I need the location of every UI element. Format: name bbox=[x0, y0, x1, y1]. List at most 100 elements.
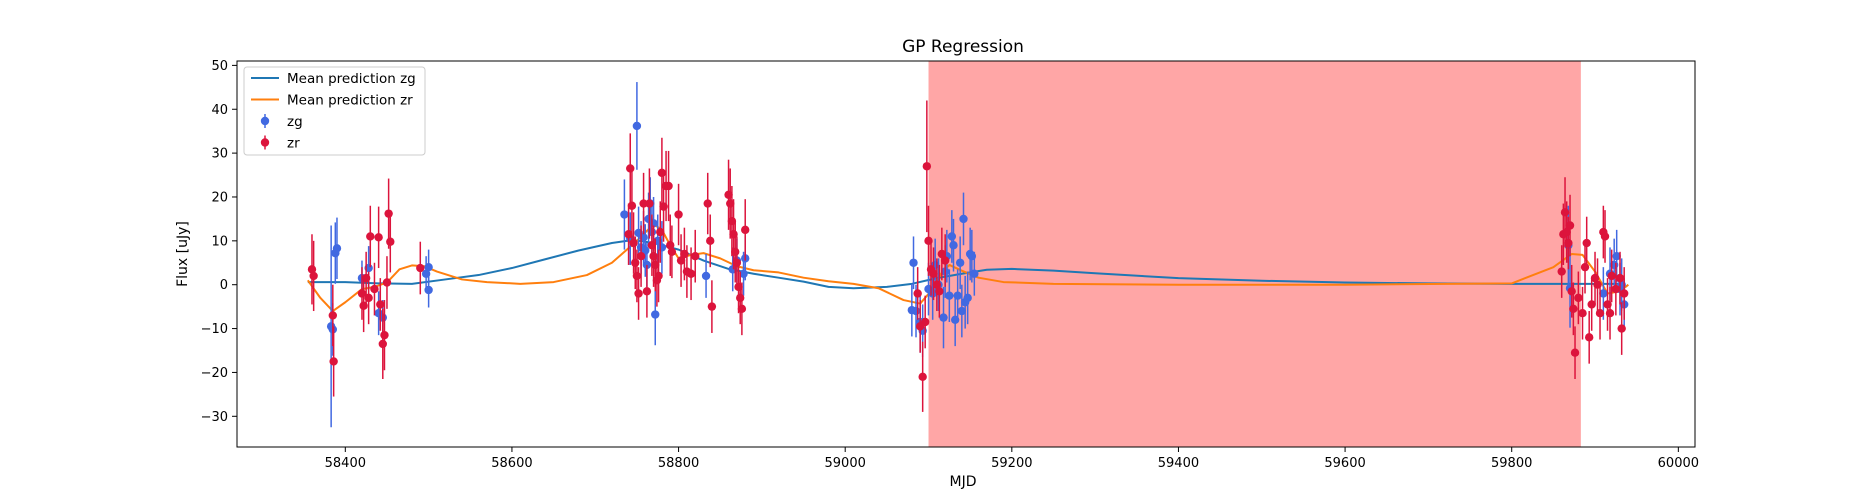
y-tick-label: 30 bbox=[211, 147, 228, 162]
y-tick-label: 50 bbox=[211, 59, 228, 74]
chart-title: GP Regression bbox=[902, 37, 1024, 57]
data-point bbox=[1605, 309, 1615, 318]
shaded-region bbox=[928, 61, 1581, 447]
data-point bbox=[664, 181, 673, 191]
x-tick-label: 59200 bbox=[991, 456, 1032, 471]
data-point bbox=[654, 271, 663, 281]
data-point bbox=[909, 258, 918, 267]
data-point bbox=[309, 271, 318, 281]
data-point bbox=[657, 168, 667, 178]
legend-label: Mean prediction zr bbox=[287, 93, 413, 109]
data-point bbox=[957, 306, 967, 316]
data-point bbox=[732, 258, 742, 267]
x-axis-label: MJD bbox=[950, 474, 977, 490]
data-point bbox=[734, 282, 743, 292]
data-point bbox=[920, 317, 930, 327]
data-point bbox=[1557, 267, 1566, 276]
data-point bbox=[651, 260, 660, 270]
data-point bbox=[631, 258, 640, 267]
data-point bbox=[642, 260, 652, 270]
data-point bbox=[918, 372, 927, 382]
y-tick-label: 0 bbox=[220, 278, 228, 293]
x-tick-label: 59800 bbox=[1491, 456, 1532, 471]
data-point bbox=[1595, 309, 1605, 318]
data-point bbox=[1599, 289, 1608, 298]
data-point bbox=[666, 241, 675, 250]
y-tick-label: −10 bbox=[201, 322, 228, 337]
data-point bbox=[416, 263, 425, 273]
data-point bbox=[1611, 284, 1621, 294]
x-tick-label: 58600 bbox=[491, 456, 532, 471]
data-point bbox=[632, 121, 642, 131]
data-point bbox=[634, 289, 643, 298]
data-point bbox=[1612, 251, 1621, 261]
data-point bbox=[935, 287, 944, 296]
series-line bbox=[307, 238, 1625, 290]
data-point bbox=[676, 256, 686, 265]
data-point bbox=[382, 278, 392, 287]
data-point bbox=[667, 247, 677, 257]
data-point bbox=[376, 300, 385, 309]
data-point bbox=[724, 190, 733, 199]
data-point bbox=[1578, 309, 1587, 318]
data-point bbox=[726, 199, 735, 208]
data-point bbox=[741, 225, 750, 235]
data-point bbox=[626, 164, 635, 173]
data-point bbox=[370, 284, 379, 294]
x-tick-label: 58800 bbox=[658, 456, 699, 471]
data-point bbox=[924, 236, 933, 246]
data-point bbox=[947, 232, 957, 241]
legend: Mean prediction zg Mean prediction zr zg zr bbox=[243, 66, 426, 156]
data-point bbox=[1590, 273, 1600, 283]
y-tick-label: 20 bbox=[211, 190, 228, 205]
data-point bbox=[627, 201, 637, 210]
axes: 58400 58600 58800 59000 59200 59400 59600 59800… bbox=[201, 59, 1699, 471]
data-point bbox=[656, 227, 665, 237]
data-point bbox=[736, 293, 745, 303]
legend-marker-swatch bbox=[260, 138, 270, 147]
data-point bbox=[1574, 293, 1583, 303]
data-point bbox=[950, 315, 960, 324]
data-point bbox=[645, 199, 654, 208]
plot-area bbox=[307, 61, 1629, 447]
data-point bbox=[1593, 280, 1602, 289]
legend-label: zr bbox=[287, 136, 300, 152]
data-point bbox=[959, 214, 968, 224]
data-point bbox=[940, 256, 950, 265]
plot-clip-group bbox=[307, 61, 1629, 447]
data-point bbox=[932, 280, 942, 289]
data-point bbox=[1617, 324, 1626, 333]
data-point bbox=[680, 249, 689, 259]
plot-frame bbox=[236, 60, 1696, 448]
y-tick-label: 10 bbox=[211, 234, 228, 249]
data-point bbox=[929, 269, 938, 278]
data-point bbox=[937, 249, 947, 259]
data-point bbox=[421, 269, 431, 278]
data-point bbox=[642, 287, 652, 296]
data-point bbox=[386, 237, 395, 246]
x-tick-label: 59000 bbox=[825, 456, 866, 471]
data-point bbox=[1584, 333, 1594, 342]
data-point bbox=[629, 238, 638, 248]
data-point bbox=[636, 251, 646, 261]
data-point bbox=[913, 289, 922, 298]
data-point bbox=[922, 162, 932, 171]
data-point bbox=[739, 269, 748, 278]
data-point bbox=[364, 293, 373, 303]
legend-label: Mean prediction zg bbox=[287, 71, 416, 87]
y-tick-label: −30 bbox=[201, 410, 228, 425]
y-tick-label: −20 bbox=[201, 366, 228, 381]
data-point bbox=[1587, 300, 1596, 309]
y-tick-label: 40 bbox=[211, 103, 228, 118]
data-point bbox=[1615, 273, 1625, 283]
legend-marker-swatch bbox=[260, 116, 270, 126]
data-point bbox=[727, 216, 737, 226]
data-point bbox=[953, 291, 962, 300]
data-point bbox=[1580, 262, 1590, 272]
data-point bbox=[378, 339, 387, 349]
data-point bbox=[380, 330, 389, 340]
data-point bbox=[1564, 238, 1573, 248]
data-point bbox=[737, 304, 747, 314]
data-point bbox=[424, 262, 433, 272]
data-point bbox=[955, 258, 965, 267]
